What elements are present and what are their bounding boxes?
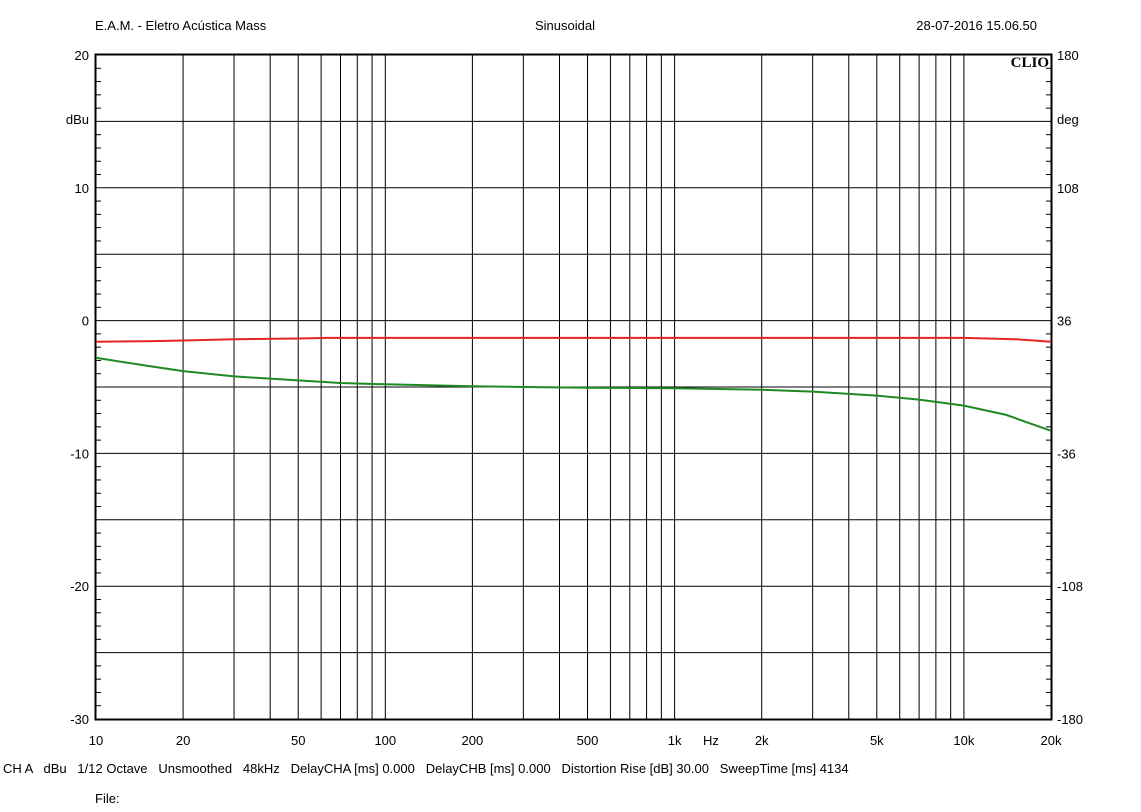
x-tick-label: 200 xyxy=(462,733,484,748)
x-tick-label: 10 xyxy=(89,733,103,748)
header-timestamp: 28-07-2016 15.06.50 xyxy=(916,18,1037,33)
y-tick-label: -30 xyxy=(70,712,89,727)
x-tick-label: 500 xyxy=(577,733,599,748)
y2-tick-label: -108 xyxy=(1057,579,1083,594)
clio-logo: CLIO xyxy=(1011,55,1049,71)
y-tick-label: 20 xyxy=(75,48,89,63)
footer-file-label: File: xyxy=(95,791,120,806)
y2-tick-label: 108 xyxy=(1057,181,1079,196)
y-tick-label: -20 xyxy=(70,579,89,594)
series-line-2 xyxy=(95,356,1052,432)
series-group xyxy=(95,336,1052,432)
header-company: E.A.M. - Eletro Acústica Mass xyxy=(95,18,267,33)
plot-frame xyxy=(94,53,1053,721)
y2-tick-label: -180 xyxy=(1057,712,1083,727)
x-tick-label: 20 xyxy=(176,733,190,748)
y-axis-labels: 20 10 0 -10 -20 -30 xyxy=(70,48,89,727)
y-axis-unit: dBu xyxy=(66,112,89,127)
x-tick-label: 1k xyxy=(668,733,682,748)
x-axis-labels: 10 20 50 100 200 500 1k 2k 5k 10k 20k xyxy=(89,733,1062,748)
y-tick-label: 10 xyxy=(75,181,89,196)
x-tick-label: 100 xyxy=(374,733,396,748)
y-tick-label: -10 xyxy=(70,446,89,461)
y2-tick-label: 180 xyxy=(1057,48,1079,63)
x-tick-label: 10k xyxy=(953,733,974,748)
header-measurement-type: Sinusoidal xyxy=(535,18,595,33)
x-tick-label: 20k xyxy=(1041,733,1062,748)
y2-axis-labels: 180 108 36 -36 -108 -180 xyxy=(1057,48,1083,727)
y2-axis-unit: deg xyxy=(1057,112,1079,127)
x-tick-label: 5k xyxy=(870,733,884,748)
y-tick-label: 0 xyxy=(82,314,89,329)
footer-settings: CH A dBu 1/12 Octave Unsmoothed 48kHz De… xyxy=(3,761,849,776)
y2-tick-label: -36 xyxy=(1057,446,1076,461)
y2-tick-label: 36 xyxy=(1057,314,1071,329)
x-axis-unit: Hz xyxy=(703,733,719,748)
series-line-1 xyxy=(95,336,1052,343)
x-tick-label: 2k xyxy=(755,733,769,748)
x-tick-label: 50 xyxy=(291,733,305,748)
